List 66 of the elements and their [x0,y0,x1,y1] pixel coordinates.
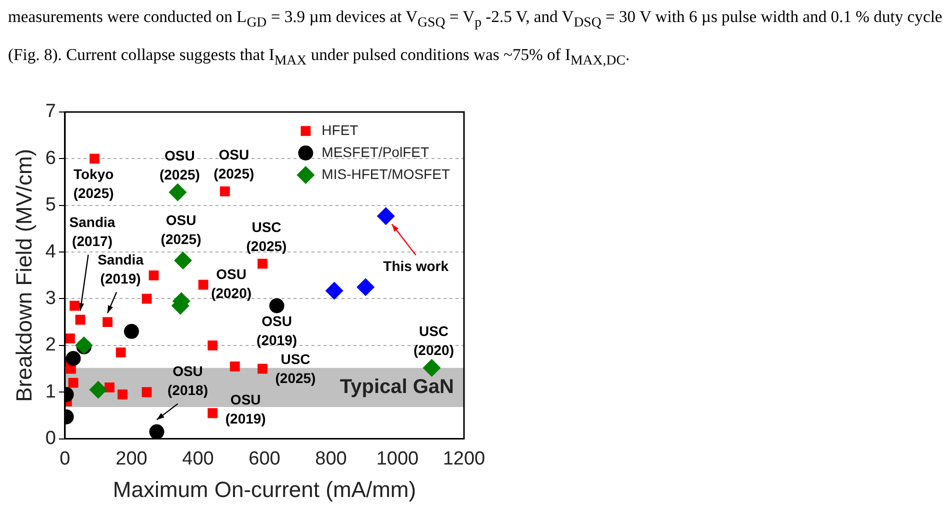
annotation: Sandia (2019) [98,251,144,286]
point [356,278,375,296]
point [168,183,187,202]
annotation: USC (2025) [275,351,316,386]
annotation: This work [383,258,449,274]
point [148,270,159,280]
y-tick-label: 3 [45,288,56,309]
legend-label: MIS-HFET/MOSFET [322,166,450,182]
point [74,336,93,354]
point [68,378,78,388]
text: measurements were conducted on L$_{GD}$ = 3.9 µm devices at V$_{GSQ}$ = V$_{p}$ -2.5 V, and V$_{DSQ}$ = 30 V with 6 µs pulse width and 0.1 % duty cycle (Fig. 8). Current collapse suggests that I$_{MAX}$ under pulsed conditions was ~75% of I$_{MAX,DC}$. [8,7,942,68]
annotation: OSU (2025) [159,148,200,183]
point [104,382,114,392]
annotation: OSU (2019) [225,391,266,426]
annotation: USC (2020) [414,323,454,358]
point [198,280,208,290]
point [142,294,152,304]
point [422,358,441,377]
annotation: USC (2025) [246,219,287,254]
band-label: Typical GaN [340,376,454,398]
y-tick-label: 0 [45,428,56,450]
annotation: Tokyo (2025) [73,166,114,202]
annotation: OSU (2020) [211,266,252,302]
x-tick-label: 1000 [376,448,419,470]
annotation: OSU (2025) [214,146,254,182]
legend-label: MESFET/PolFET [322,144,430,160]
y-tick-label: 6 [45,148,56,169]
x-tick-label: 400 [182,448,214,470]
x-tick-label: 600 [248,448,280,470]
point [75,314,86,325]
y-tick-label: 2 [45,334,56,356]
y-tick-label: 5 [45,194,56,216]
point [208,408,218,418]
annotation: Sandia (2017) [69,214,116,250]
point [70,300,80,311]
legend-label: HFET [322,122,359,138]
point [116,347,126,358]
y-tick-label: 1 [45,381,56,402]
point [149,424,164,439]
point [65,333,75,344]
point [208,340,218,350]
annotation: OSU (2018) [168,363,208,398]
x-tick-label: 0 [60,448,70,470]
y-axis-title: Breakdown Field (MV/cm) [11,148,36,402]
y-tick-label: 7 [45,101,56,122]
point [230,361,240,372]
x-tick-label: 200 [116,448,148,470]
point [258,258,268,269]
point [102,317,112,328]
point [90,154,100,164]
point [220,186,230,196]
point [376,207,395,226]
point [118,390,128,400]
point [269,298,284,314]
x-tick-label: 800 [315,448,347,470]
point [325,282,344,300]
x-axis-title: Maximum On-current (mA/mm) [112,476,416,502]
point [89,380,108,399]
point [258,364,268,374]
annotation: OSU (2019) [256,313,298,348]
point [142,387,152,398]
point [124,324,139,339]
annotation: OSU (2025) [160,212,202,247]
point [174,251,192,270]
x-tick-label: 1200 [442,448,486,470]
y-tick-label: 4 [45,241,56,262]
